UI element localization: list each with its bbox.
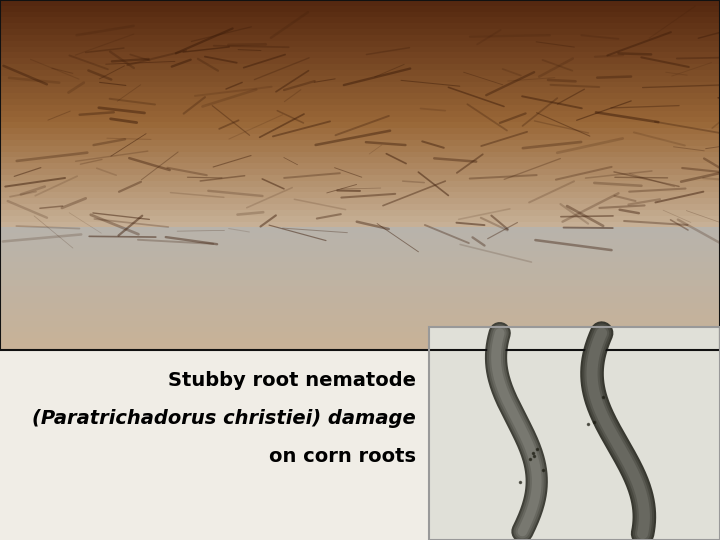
Polygon shape (0, 46, 720, 52)
Polygon shape (0, 35, 720, 41)
Polygon shape (0, 233, 720, 239)
Polygon shape (0, 256, 720, 262)
Polygon shape (0, 140, 720, 146)
Polygon shape (0, 175, 720, 181)
Polygon shape (0, 12, 720, 17)
Polygon shape (0, 52, 720, 58)
Polygon shape (0, 129, 720, 134)
Polygon shape (0, 239, 720, 245)
Polygon shape (0, 251, 720, 256)
Polygon shape (0, 105, 720, 111)
Bar (0, 0, 720, 350)
Polygon shape (0, 82, 720, 87)
Bar (429, 327, 720, 540)
Polygon shape (0, 303, 720, 309)
Polygon shape (0, 268, 720, 274)
Polygon shape (0, 298, 720, 303)
Polygon shape (0, 17, 720, 23)
Polygon shape (0, 286, 720, 292)
Polygon shape (0, 41, 720, 46)
Polygon shape (0, 158, 720, 163)
Text: (Paratrichadorus christiei) damage: (Paratrichadorus christiei) damage (32, 409, 416, 428)
Polygon shape (0, 198, 720, 204)
Polygon shape (0, 262, 720, 268)
Polygon shape (0, 292, 720, 298)
Polygon shape (0, 321, 720, 327)
Polygon shape (0, 245, 720, 251)
Polygon shape (0, 309, 720, 315)
Polygon shape (0, 338, 720, 344)
Polygon shape (0, 221, 720, 227)
Text: Stubby root nematode: Stubby root nematode (168, 371, 416, 390)
Polygon shape (0, 344, 720, 350)
Polygon shape (0, 93, 720, 99)
Bar (429, 327, 720, 540)
Polygon shape (0, 192, 720, 198)
Polygon shape (0, 327, 720, 333)
Polygon shape (0, 210, 720, 216)
Polygon shape (0, 146, 720, 152)
Polygon shape (0, 0, 720, 6)
Polygon shape (0, 152, 720, 158)
Text: on corn roots: on corn roots (269, 447, 416, 466)
Polygon shape (0, 58, 720, 64)
Polygon shape (0, 76, 720, 82)
Polygon shape (0, 274, 720, 280)
Polygon shape (0, 123, 720, 129)
Polygon shape (0, 29, 720, 35)
Polygon shape (0, 64, 720, 70)
Polygon shape (0, 315, 720, 321)
Polygon shape (0, 187, 720, 192)
Polygon shape (0, 6, 720, 12)
Polygon shape (0, 204, 720, 210)
Polygon shape (0, 181, 720, 187)
Polygon shape (0, 99, 720, 105)
Polygon shape (0, 163, 720, 169)
Polygon shape (0, 111, 720, 117)
Polygon shape (0, 227, 720, 233)
Polygon shape (0, 333, 720, 338)
Polygon shape (0, 216, 720, 221)
Polygon shape (0, 169, 720, 175)
Polygon shape (0, 134, 720, 140)
Polygon shape (0, 280, 720, 286)
Polygon shape (0, 87, 720, 93)
Bar (434, 332, 720, 540)
Polygon shape (0, 70, 720, 76)
Polygon shape (0, 23, 720, 29)
Polygon shape (0, 117, 720, 123)
